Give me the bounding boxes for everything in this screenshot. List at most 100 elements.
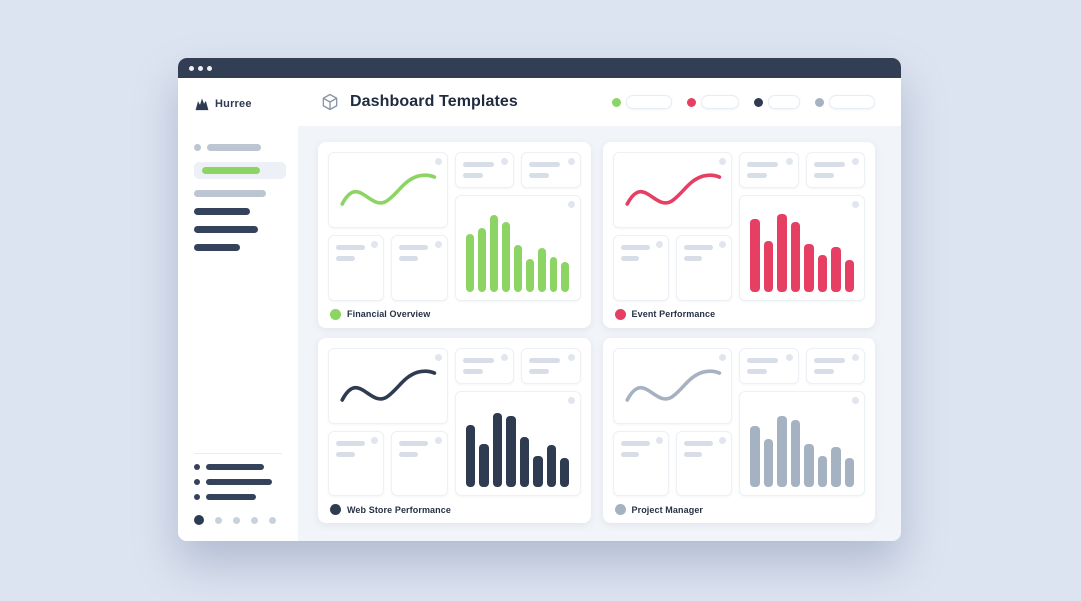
bar — [519, 436, 530, 487]
stat-tile — [454, 347, 515, 384]
tile-circle-icon — [567, 158, 575, 165]
sidebar-item-4[interactable] — [194, 226, 282, 233]
card-web-store-performance[interactable]: Web Store Performance — [318, 337, 591, 523]
line-chart-tile — [612, 347, 733, 424]
stat-tile — [328, 430, 385, 496]
template-card-grid: Financial Overview — [298, 126, 901, 541]
bar — [546, 445, 556, 487]
skeleton-line — [683, 256, 703, 261]
legend-item-gray[interactable] — [815, 95, 875, 109]
card-label: Web Store Performance — [328, 496, 581, 517]
footer-item-skeleton-bar — [206, 464, 264, 470]
sidebar-item-skeleton-bar — [194, 244, 240, 251]
tile-circle-icon — [719, 353, 727, 361]
sidebar-item-dot — [194, 144, 201, 151]
sidebar-divider — [194, 453, 282, 454]
stat-tile — [391, 235, 448, 301]
bar — [777, 416, 787, 487]
sidebar-footer-item[interactable] — [194, 479, 282, 485]
skeleton-line — [462, 368, 483, 374]
app-window: Hurree Dashboard Templates — [178, 58, 901, 541]
legend-item-pink[interactable] — [687, 95, 739, 109]
bar-chart-tile — [739, 195, 865, 301]
card-project-manager[interactable]: Project Manager — [602, 337, 875, 523]
pagination-dot-2[interactable] — [233, 516, 240, 524]
footer-item-dot — [194, 479, 200, 485]
window-control-dot[interactable] — [207, 65, 212, 71]
skeleton-line — [462, 357, 494, 363]
legend-skeleton-pill — [626, 95, 672, 109]
tile-circle-icon — [852, 396, 859, 404]
sidebar-item-5[interactable] — [194, 244, 282, 251]
footer-item-dot — [194, 464, 200, 470]
line-chart-tile — [328, 347, 448, 424]
bar — [817, 455, 828, 487]
bar — [844, 260, 854, 292]
bar-chart — [750, 401, 854, 487]
bar — [790, 222, 801, 292]
pagination — [194, 515, 282, 525]
bar — [790, 419, 801, 487]
pagination-dot-1[interactable] — [215, 516, 222, 524]
sidebar-item-skeleton-bar — [207, 144, 261, 151]
skeleton-line — [683, 245, 713, 250]
bar — [549, 256, 558, 292]
tile-circle-icon — [719, 158, 727, 165]
skeleton-line — [336, 256, 355, 261]
window-control-dot[interactable] — [198, 65, 203, 71]
legend-color-dot — [687, 97, 696, 107]
page-header: Dashboard Templates — [298, 78, 901, 126]
tile-circle-icon — [501, 353, 509, 361]
footer-item-skeleton-bar — [206, 479, 272, 485]
tile-circle-icon — [785, 158, 793, 165]
card-financial-overview[interactable]: Financial Overview — [318, 142, 591, 328]
pagination-dot-0[interactable] — [194, 515, 204, 525]
bar — [560, 457, 570, 487]
tile-circle-icon — [719, 436, 727, 444]
bar-chart — [750, 205, 854, 292]
skeleton-line — [747, 357, 779, 363]
tile-circle-icon — [719, 241, 727, 248]
logo-text: Hurree — [215, 98, 252, 110]
tile-circle-icon — [852, 201, 859, 208]
templates-box-icon — [322, 93, 338, 111]
skeleton-line — [620, 440, 650, 446]
bar — [506, 416, 516, 487]
legend-item-green[interactable] — [612, 95, 672, 109]
sidebar-item-active[interactable] — [194, 162, 286, 179]
window-control-dot[interactable] — [189, 65, 194, 71]
legend-skeleton-pill — [768, 95, 800, 109]
sidebar-item-skeleton-bar — [194, 208, 250, 215]
card-event-performance[interactable]: Event Performance — [602, 142, 875, 328]
bar — [763, 439, 774, 487]
stat-tile — [612, 430, 669, 496]
skeleton-line — [813, 173, 834, 178]
skeleton-line — [336, 440, 366, 446]
skeleton-line — [683, 440, 713, 446]
skeleton-line — [813, 368, 834, 374]
sidebar-item-0[interactable] — [194, 144, 282, 151]
bar — [513, 244, 522, 292]
sidebar-footer-item[interactable] — [194, 494, 282, 500]
legend-color-dot — [612, 97, 621, 107]
bar — [525, 258, 534, 292]
pagination-dot-4[interactable] — [269, 516, 276, 524]
card-preview — [612, 347, 866, 496]
sidebar-item-3[interactable] — [194, 208, 282, 215]
card-status-dot — [330, 308, 341, 320]
bar — [750, 426, 760, 487]
legend-item-navy[interactable] — [754, 95, 800, 109]
tile-circle-icon — [852, 158, 860, 165]
skeleton-line — [336, 245, 366, 250]
sidebar-footer-item[interactable] — [194, 464, 282, 470]
bar — [477, 227, 486, 292]
bar-chart-tile — [454, 390, 581, 496]
tile-circle-icon — [434, 158, 442, 165]
bar — [844, 457, 854, 487]
sidebar-item-2[interactable] — [194, 190, 282, 197]
line-chart-tile — [612, 152, 733, 228]
bar — [465, 234, 474, 292]
sidebar: Hurree — [178, 78, 298, 541]
pagination-dot-3[interactable] — [251, 516, 258, 524]
tile-circle-icon — [371, 436, 379, 444]
